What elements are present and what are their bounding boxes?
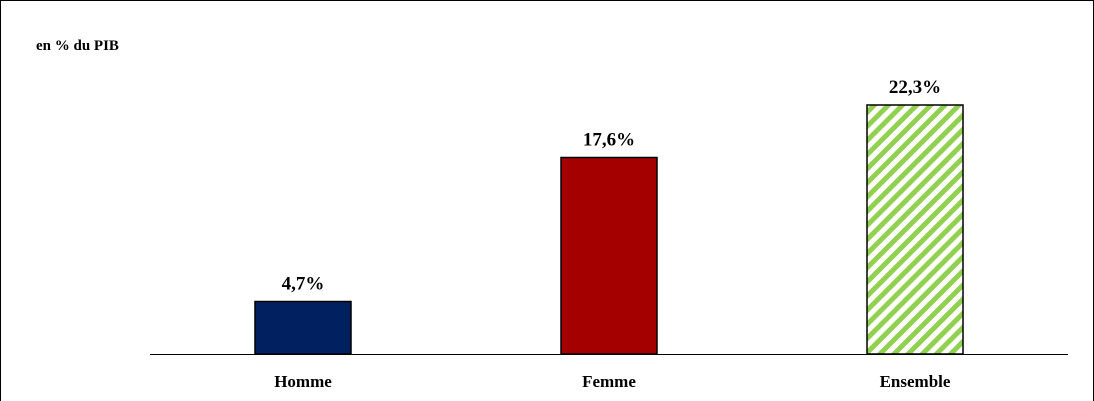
data-label-ensemble: 22,3% xyxy=(889,77,941,98)
unit-label: en % du PIB xyxy=(36,38,119,54)
category-label-homme: Homme xyxy=(274,372,332,391)
data-label-femme: 17,6% xyxy=(583,130,635,151)
bar-femme xyxy=(560,156,658,355)
category-label-ensemble: Ensemble xyxy=(880,372,951,391)
bar-homme xyxy=(254,300,352,355)
data-label-homme: 4,7% xyxy=(282,274,325,295)
category-label-femme: Femme xyxy=(582,372,636,391)
labels-layer: 4,7% Homme 17,6% Femme 22,3% Ensemble xyxy=(274,77,951,391)
bars-layer xyxy=(254,104,964,355)
bar-ensemble xyxy=(866,104,964,355)
